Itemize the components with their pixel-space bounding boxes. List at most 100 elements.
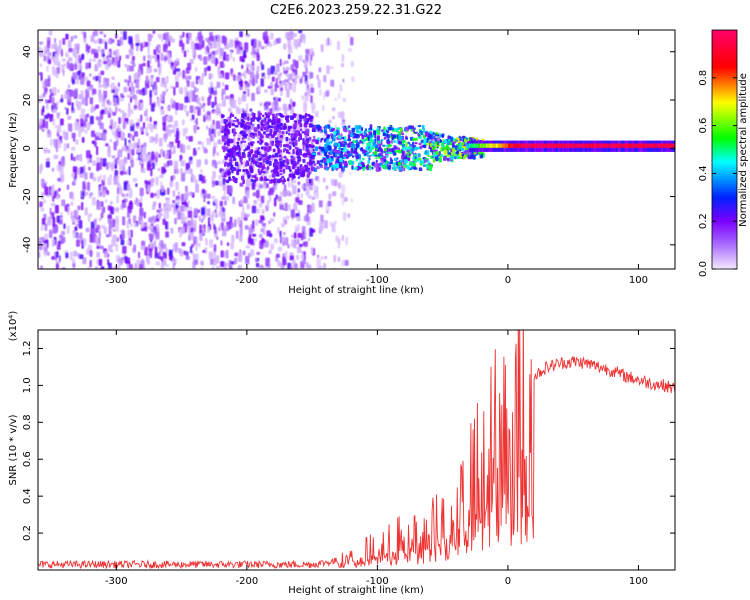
colorbar-segment	[712, 259, 737, 262]
y-tick-label: 0.6	[22, 451, 33, 467]
colorbar-segment	[712, 33, 737, 37]
colorbar-segment	[712, 167, 737, 171]
colorbar-segment	[712, 229, 737, 232]
colorbar-segment	[712, 111, 737, 115]
colorbar-segment	[712, 123, 737, 127]
colorbar-segment	[712, 51, 737, 55]
colorbar-tick-label: 0.0	[698, 261, 709, 277]
colorbar-segment	[712, 137, 737, 141]
colorbar-segment	[712, 109, 737, 113]
colorbar-segment	[712, 47, 737, 51]
colorbar-segment	[712, 95, 737, 99]
colorbar-tick-label: 0.2	[698, 213, 709, 229]
colorbar-segment	[712, 119, 737, 123]
colorbar-segment	[712, 211, 737, 214]
spectrogram-frame	[37, 29, 676, 270]
colorbar-segment	[712, 249, 737, 252]
colorbar-segment	[712, 37, 737, 41]
colorbar-segment	[712, 165, 737, 169]
x-tick-label: 0	[505, 576, 511, 587]
colorbar-segment	[712, 121, 737, 125]
colorbar-segment	[712, 233, 737, 236]
colorbar-segment	[712, 59, 737, 63]
snr-frame	[37, 329, 676, 571]
colorbar: 0.0 0.2 0.4 0.6 0.8 Normalized spectral ampl…	[698, 29, 749, 277]
x-tick-label: -300	[105, 576, 128, 587]
colorbar-segment	[712, 131, 737, 135]
colorbar-segment	[712, 55, 737, 59]
colorbar-segment	[712, 63, 737, 67]
colorbar-segment	[712, 267, 737, 270]
y-tick-label: 40	[22, 45, 33, 58]
colorbar-segment	[712, 79, 737, 83]
y-tick-label: 0.4	[22, 488, 33, 504]
snr-xlabel: Height of straight line (km)	[288, 585, 424, 596]
x-tick-label: -200	[236, 576, 259, 587]
colorbar-segment	[712, 161, 737, 165]
chart-title: C2E6.2023.259.22.31.G22	[270, 3, 442, 18]
colorbar-segment	[712, 261, 737, 264]
colorbar-segment	[712, 207, 737, 210]
colorbar-segment	[712, 227, 737, 230]
colorbar-segment	[712, 31, 737, 35]
colorbar-segment	[712, 157, 737, 161]
colorbar-segment	[712, 113, 737, 117]
colorbar-segment	[712, 203, 737, 206]
colorbar-segment	[712, 145, 737, 149]
colorbar-segment	[712, 61, 737, 65]
colorbar-segment	[712, 141, 737, 145]
colorbar-segment	[712, 247, 737, 250]
x-tick-label: -300	[105, 275, 128, 286]
colorbar-segment	[712, 117, 737, 121]
spectrogram-noise	[38, 30, 355, 269]
spectrogram-image	[38, 30, 675, 269]
colorbar-segment	[712, 201, 737, 204]
colorbar-segment	[712, 43, 737, 47]
colorbar-segment	[712, 175, 737, 178]
colorbar-segment	[712, 91, 737, 95]
colorbar-segment	[712, 179, 737, 182]
colorbar-segment	[712, 35, 737, 39]
colorbar-segment	[712, 225, 737, 228]
snr-panel: -300 -200 -100 0 100 0.2 0.4 0.6 0.8 1.0 1.2 Heigh…	[8, 311, 676, 596]
colorbar-segment	[712, 75, 737, 79]
colorbar-axis: 0.0 0.2 0.4 0.6 0.8	[698, 70, 737, 277]
colorbar-segment	[712, 171, 737, 174]
colorbar-segment	[712, 169, 737, 173]
colorbar-segment	[712, 217, 737, 220]
colorbar-segment	[712, 41, 737, 45]
colorbar-segment	[712, 241, 737, 244]
colorbar-segment	[712, 129, 737, 133]
snr-multiplier-label: (x10⁴)	[8, 311, 19, 342]
y-tick-label: 20	[22, 94, 33, 107]
colorbar-segment	[712, 155, 737, 159]
colorbar-segment	[712, 87, 737, 91]
colorbar-segment	[712, 103, 737, 107]
colorbar-tick-label: 0.8	[698, 70, 709, 86]
colorbar-segment	[712, 107, 737, 111]
colorbar-segment	[712, 221, 737, 224]
x-tick-label: 100	[629, 275, 648, 286]
colorbar-segment	[712, 93, 737, 97]
snr-axes: -300 -200 -100 0 100 0.2 0.4 0.6 0.8 1.0 1.2	[22, 330, 675, 587]
y-tick-label: 1.0	[22, 377, 33, 393]
colorbar-segment	[712, 81, 737, 85]
y-tick-label: -40	[22, 237, 33, 253]
colorbar-segment	[712, 57, 737, 61]
colorbar-segment	[712, 71, 737, 75]
colorbar-gradient	[712, 30, 737, 270]
colorbar-segment	[712, 105, 737, 109]
colorbar-segment	[712, 243, 737, 246]
colorbar-segment	[712, 235, 737, 238]
colorbar-segment	[712, 191, 737, 194]
colorbar-segment	[712, 151, 737, 155]
colorbar-segment	[712, 159, 737, 163]
colorbar-segment	[712, 83, 737, 87]
colorbar-segment	[712, 265, 737, 268]
colorbar-segment	[712, 199, 737, 202]
colorbar-segment	[712, 197, 737, 200]
colorbar-segment	[712, 253, 737, 256]
